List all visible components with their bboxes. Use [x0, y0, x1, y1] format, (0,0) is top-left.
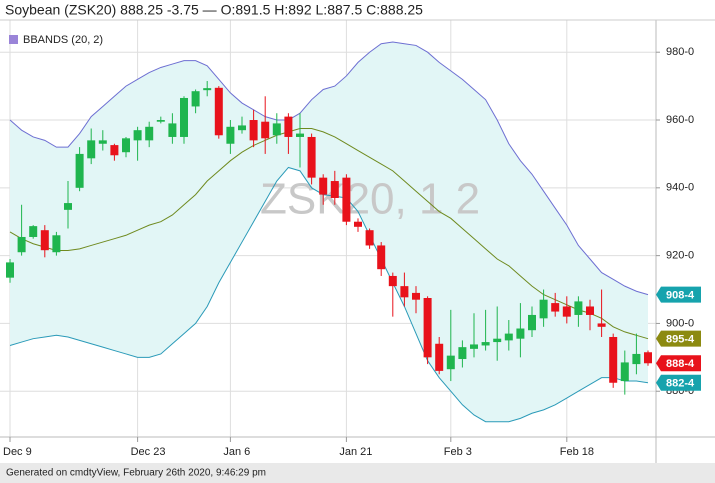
middle-band — [9, 127, 649, 340]
candle-body — [551, 303, 560, 312]
last-value-label: 895-4 — [666, 334, 695, 346]
candle-body — [620, 362, 629, 382]
candle-body — [64, 203, 72, 210]
candle-body — [574, 301, 583, 315]
candle-body — [423, 298, 432, 358]
candle-body — [6, 262, 14, 278]
candle-body — [133, 130, 142, 141]
last-value-label: 882-4 — [666, 378, 695, 390]
footer-bar — [0, 463, 715, 483]
candle-body — [40, 230, 49, 251]
candle-body — [307, 136, 316, 178]
x-tick-label: Dec 9 — [3, 446, 32, 458]
candle-body — [330, 181, 339, 198]
candle-body — [319, 177, 328, 195]
last-value-tag — [656, 374, 701, 391]
candle-body — [528, 314, 536, 331]
candle-body — [249, 120, 258, 141]
candle-body — [470, 344, 478, 349]
candle-body — [75, 153, 84, 188]
last-value-label: 908-4 — [666, 290, 695, 302]
candle-body — [377, 245, 386, 270]
x-tick-label: Dec 23 — [131, 446, 166, 458]
candle-body — [29, 226, 38, 237]
last-value-tag — [656, 355, 701, 372]
candle-body — [284, 116, 293, 137]
y-tick-label: 920-0 — [666, 250, 694, 262]
candle-body — [272, 123, 281, 136]
lower-band — [9, 166, 649, 423]
y-tick-label: 940-0 — [666, 182, 694, 194]
candle-body — [400, 286, 409, 298]
y-tick-label: 900-0 — [666, 317, 694, 329]
candle-body — [458, 347, 467, 360]
candle-body — [261, 121, 270, 139]
x-tick-label: Jan 6 — [223, 446, 250, 458]
candle-body — [481, 342, 490, 346]
x-tick-label: Jan 21 — [339, 446, 372, 458]
candle-body — [52, 235, 61, 253]
candle-body — [597, 323, 606, 327]
candle-body — [87, 140, 96, 159]
candle-body — [145, 126, 154, 141]
candle-body — [214, 87, 223, 136]
candle-body — [296, 133, 304, 137]
candle-body — [388, 275, 397, 287]
upper-band — [9, 41, 649, 296]
candle-body — [365, 230, 374, 246]
candle-body — [98, 140, 107, 144]
footer: Generated on cmdtyView, February 26th 20… — [6, 468, 266, 479]
candle-body — [342, 177, 351, 222]
x-tick-label: Feb 3 — [444, 446, 472, 458]
legend-label: BBANDS (20, 2) — [23, 34, 103, 46]
candle-body — [156, 120, 165, 122]
candle-body — [435, 343, 444, 371]
candle-body — [354, 221, 362, 227]
candle-body — [238, 125, 246, 131]
y-tick-label: 980-0 — [666, 46, 694, 58]
candle-body — [446, 355, 455, 370]
last-value-label: 888-4 — [666, 358, 695, 370]
candle-body — [632, 353, 641, 365]
candle-body — [180, 97, 188, 137]
candle-body — [644, 352, 652, 364]
candle-body — [539, 299, 548, 319]
y-tick-label: 960-0 — [666, 114, 694, 126]
candle-body — [493, 338, 502, 343]
last-value-tag — [656, 286, 701, 303]
candle-body — [562, 306, 571, 317]
candle-body — [504, 333, 513, 341]
x-tick-label: Feb 18 — [560, 446, 594, 458]
candle-body — [122, 138, 130, 153]
last-value-tag — [656, 330, 701, 347]
candle-body — [586, 306, 594, 315]
chart-title: Soybean (ZSK20) 888.25 -3.75 — O:891.5 H… — [5, 2, 423, 18]
watermark: ZSK20, 1 2 — [260, 175, 480, 224]
candle-body — [17, 236, 26, 253]
candle-body — [516, 328, 525, 339]
legend-swatch — [9, 35, 18, 44]
candle-body — [191, 91, 200, 107]
candle-body — [168, 123, 177, 137]
candle-body — [412, 292, 420, 300]
candle-body — [609, 336, 618, 383]
candle-body — [226, 126, 235, 144]
candle-body — [203, 88, 212, 91]
candle-body — [110, 145, 119, 156]
